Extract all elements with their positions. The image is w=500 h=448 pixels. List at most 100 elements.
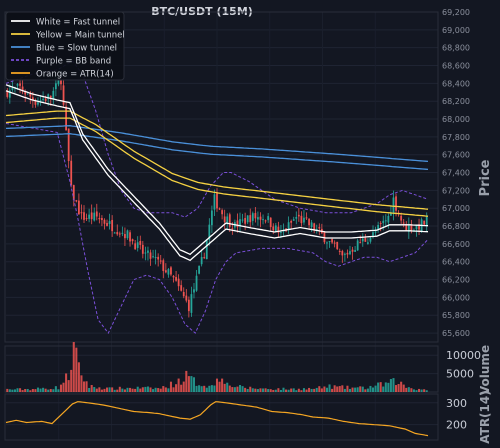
volume-bar: [192, 377, 196, 392]
volume-bar: [159, 388, 162, 392]
candle-body: [341, 251, 344, 256]
candle-body: [328, 241, 331, 243]
volume-bar: [31, 389, 34, 392]
volume-bar: [418, 388, 421, 392]
volume-bar: [387, 382, 390, 392]
volume-bar: [88, 387, 91, 392]
candle-body: [131, 239, 134, 242]
volume-bar: [267, 389, 270, 392]
volume-bar: [203, 385, 206, 392]
volume-bar: [82, 381, 86, 392]
volume-bar: [251, 388, 254, 392]
volume-bar: [136, 386, 139, 392]
price-tick-label: 68,200: [442, 97, 470, 106]
atr-line: [5, 401, 429, 437]
candle-body: [31, 97, 34, 101]
candle-body: [208, 224, 211, 240]
volume-bar: [323, 386, 326, 392]
fast-tunnel-upper-line: [5, 84, 429, 256]
volume-bar: [425, 390, 428, 392]
candle-body: [47, 94, 50, 100]
volume-bar: [190, 376, 193, 392]
volume-bar: [57, 389, 60, 392]
candle-body: [154, 257, 157, 259]
candle-body: [60, 80, 62, 85]
volume-bar: [21, 390, 24, 392]
volume-bar: [139, 388, 142, 392]
legend-label: Purple = BB band: [36, 57, 111, 67]
candle-body: [226, 216, 229, 223]
candle-body: [223, 216, 226, 222]
candle-body: [83, 212, 85, 220]
volume-bar: [300, 390, 303, 392]
candle-body: [152, 256, 154, 258]
candle-body: [149, 252, 152, 259]
candle-body: [410, 225, 413, 232]
volume-bar: [346, 385, 349, 392]
candle-body: [205, 239, 208, 260]
candle-body: [213, 194, 216, 210]
volume-bar: [72, 342, 75, 392]
volume-bar: [331, 388, 334, 392]
candle-body: [93, 212, 96, 221]
volume-bar: [348, 388, 352, 392]
volume-bar: [374, 385, 377, 392]
candle-body: [98, 218, 101, 220]
volume-bar: [67, 380, 70, 392]
candle-body: [287, 222, 290, 230]
candle-body: [295, 216, 298, 219]
volume-bar: [85, 381, 88, 392]
candle-body: [415, 225, 418, 230]
volume-bar: [154, 387, 157, 392]
volume-bar: [65, 373, 68, 392]
price-tick-label: 65,600: [442, 329, 470, 338]
price-tick-label: 66,600: [442, 240, 470, 249]
volume-bar: [106, 387, 109, 392]
volume-bar: [180, 384, 183, 392]
atr-tick-label: 200: [446, 419, 467, 432]
candle-body: [95, 211, 98, 217]
candle-body: [21, 86, 24, 92]
candle-body: [338, 250, 341, 252]
candle-body: [67, 128, 70, 162]
volume-bar: [141, 387, 144, 392]
volume-bar: [47, 389, 50, 392]
legend-box: [5, 11, 125, 81]
main-tunnel-upper-line: [5, 110, 429, 210]
volume-bar: [182, 381, 185, 392]
candle-body: [300, 215, 303, 224]
candle-body: [200, 257, 203, 265]
volume-bar: [310, 388, 313, 392]
main-tunnel-lower-line: [5, 117, 429, 217]
candle-body: [367, 242, 369, 244]
volume-bar: [274, 389, 277, 392]
volume-bar: [205, 387, 208, 392]
volume-bar: [320, 388, 323, 392]
volume-bar: [175, 384, 178, 392]
legend-label: White = Fast tunnel: [36, 18, 120, 28]
axis-labels: 65,600 65,800 66,000 66,200 66,400 66,600 66,8…: [442, 8, 493, 444]
volume-bar: [423, 389, 426, 392]
slow-tunnel-upper-line: [5, 125, 429, 163]
price-tick-label: 69,200: [442, 8, 470, 17]
atr-pane: [4, 393, 439, 441]
candle-body: [11, 88, 14, 90]
volume-bar: [405, 387, 408, 392]
volume-bar: [233, 387, 236, 392]
volume-bar: [195, 385, 198, 392]
candle-body: [407, 225, 410, 232]
candle-body: [172, 275, 175, 278]
candle-body: [134, 243, 137, 250]
candle-body: [395, 196, 397, 211]
legend-label: Orange = ATR(14): [36, 70, 114, 80]
volume-bar: [146, 386, 149, 392]
candle-body: [423, 220, 426, 225]
candle-body: [379, 223, 382, 225]
candle-body: [351, 249, 354, 252]
volume-bar: [364, 389, 367, 392]
volume-bar: [187, 376, 190, 392]
legend[interactable]: White = Fast tunnel Yellow = Main tunnel B…: [5, 11, 125, 81]
volume-bar: [392, 378, 395, 392]
candle-body: [349, 251, 351, 255]
volume-bar: [167, 388, 170, 392]
